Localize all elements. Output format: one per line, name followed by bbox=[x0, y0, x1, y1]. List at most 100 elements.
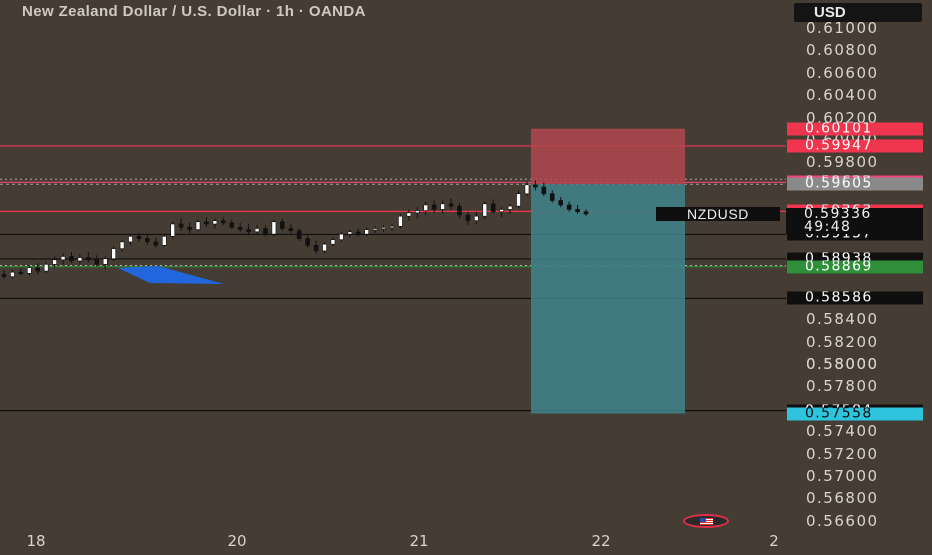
candle[interactable] bbox=[474, 211, 479, 224]
candle[interactable] bbox=[364, 227, 369, 237]
take-profit-zone[interactable] bbox=[531, 184, 685, 414]
price-level-badge[interactable]: 0.57558 bbox=[787, 407, 923, 420]
candle[interactable] bbox=[86, 252, 91, 263]
candle[interactable] bbox=[339, 231, 344, 242]
price-tick-label: 0.57000 bbox=[806, 467, 879, 485]
candle[interactable] bbox=[406, 209, 412, 221]
candle[interactable] bbox=[136, 232, 142, 242]
candle[interactable] bbox=[347, 229, 353, 238]
candle[interactable] bbox=[296, 228, 302, 241]
candle[interactable] bbox=[204, 217, 209, 228]
candle[interactable] bbox=[448, 198, 454, 210]
candle[interactable] bbox=[423, 201, 429, 216]
candle[interactable] bbox=[35, 263, 41, 275]
candle[interactable] bbox=[322, 241, 327, 254]
candle[interactable] bbox=[372, 226, 378, 233]
candle[interactable] bbox=[381, 225, 386, 232]
candle[interactable] bbox=[533, 180, 538, 191]
price-level-badge[interactable]: 0.59947 bbox=[787, 139, 923, 153]
candle[interactable] bbox=[145, 234, 150, 246]
candle[interactable] bbox=[221, 217, 226, 226]
price-tick-label: 0.60800 bbox=[806, 41, 879, 60]
candle[interactable] bbox=[1, 269, 7, 279]
currency-button[interactable]: USD bbox=[794, 3, 922, 22]
arrow-drawing[interactable] bbox=[118, 266, 224, 284]
time-tick-label: 2 bbox=[769, 532, 779, 550]
candle[interactable] bbox=[43, 262, 49, 274]
price-tick-label: 0.59800 bbox=[806, 153, 879, 172]
price-tick-label: 0.61000 bbox=[806, 19, 879, 37]
price-level-badge[interactable]: 0.58586 bbox=[787, 291, 923, 305]
candle[interactable] bbox=[153, 237, 159, 248]
candle[interactable] bbox=[465, 211, 471, 226]
price-level-badge[interactable]: 0.58869 bbox=[787, 260, 923, 274]
time-tick-label: 20 bbox=[227, 532, 247, 550]
current-price-badge: 0.59336 49:48 bbox=[786, 206, 923, 235]
price-scale[interactable]: 0.610000.608000.606000.604000.602000.600… bbox=[786, 0, 932, 530]
candle[interactable] bbox=[254, 225, 260, 236]
price-level-badge[interactable]: 0.60101 bbox=[787, 122, 923, 136]
candle[interactable] bbox=[69, 252, 74, 264]
candle[interactable] bbox=[558, 197, 563, 208]
price-tick-label: 0.58000 bbox=[806, 355, 879, 373]
candle[interactable] bbox=[549, 190, 555, 203]
candle[interactable] bbox=[10, 269, 15, 279]
candle[interactable] bbox=[94, 255, 100, 267]
price-tick-label: 0.60400 bbox=[806, 86, 879, 105]
candle[interactable] bbox=[187, 222, 192, 233]
candle[interactable] bbox=[541, 182, 547, 196]
candle[interactable] bbox=[195, 219, 201, 232]
candle[interactable] bbox=[237, 222, 243, 232]
candle[interactable] bbox=[119, 239, 125, 252]
price-tick-label: 0.57200 bbox=[806, 444, 879, 463]
candle[interactable] bbox=[52, 256, 57, 268]
candle[interactable] bbox=[566, 201, 572, 212]
price-level-badge[interactable]: 0.59605 bbox=[787, 177, 923, 191]
price-tick-label: 0.58000 bbox=[806, 355, 879, 373]
candle[interactable] bbox=[288, 224, 294, 233]
candle[interactable] bbox=[111, 246, 116, 261]
candle[interactable] bbox=[355, 228, 361, 237]
candle[interactable] bbox=[499, 207, 504, 218]
candle[interactable] bbox=[280, 218, 285, 231]
stop-loss-zone[interactable] bbox=[531, 128, 685, 185]
price-tick-label: 0.57800 bbox=[806, 377, 879, 396]
candle[interactable] bbox=[161, 234, 167, 247]
candle[interactable] bbox=[77, 254, 83, 265]
candle[interactable] bbox=[313, 240, 319, 255]
candle[interactable] bbox=[490, 199, 496, 214]
candle[interactable] bbox=[415, 207, 420, 219]
time-tick-label: 18 bbox=[26, 532, 46, 550]
candle[interactable] bbox=[583, 209, 589, 217]
candle[interactable] bbox=[170, 221, 175, 239]
us-flag-icon[interactable] bbox=[683, 514, 729, 528]
candle[interactable] bbox=[516, 190, 521, 209]
candle[interactable] bbox=[398, 213, 403, 229]
candle[interactable] bbox=[305, 235, 310, 248]
candle[interactable] bbox=[271, 219, 277, 237]
symbol-title: New Zealand Dollar / U.S. Dollar · 1h · … bbox=[22, 3, 366, 20]
candle[interactable] bbox=[482, 201, 488, 220]
price-tick-label: 0.60200 bbox=[806, 108, 879, 127]
candle[interactable] bbox=[229, 219, 235, 229]
candle[interactable] bbox=[27, 265, 32, 276]
candle[interactable] bbox=[440, 200, 445, 214]
current-price: 0.59336 bbox=[804, 206, 872, 223]
candle[interactable] bbox=[389, 224, 395, 231]
candle[interactable] bbox=[431, 199, 437, 213]
candle[interactable] bbox=[330, 237, 336, 247]
candle[interactable] bbox=[575, 204, 580, 214]
candle[interactable] bbox=[128, 234, 133, 246]
candle[interactable] bbox=[457, 202, 462, 219]
candle[interactable] bbox=[524, 181, 530, 196]
candle[interactable] bbox=[212, 218, 218, 229]
candle[interactable] bbox=[246, 224, 251, 235]
candle[interactable] bbox=[178, 218, 184, 231]
candle[interactable] bbox=[102, 256, 108, 269]
candle[interactable] bbox=[60, 253, 66, 265]
candle[interactable] bbox=[507, 203, 513, 214]
candle[interactable] bbox=[263, 225, 268, 237]
candle[interactable] bbox=[18, 267, 24, 276]
